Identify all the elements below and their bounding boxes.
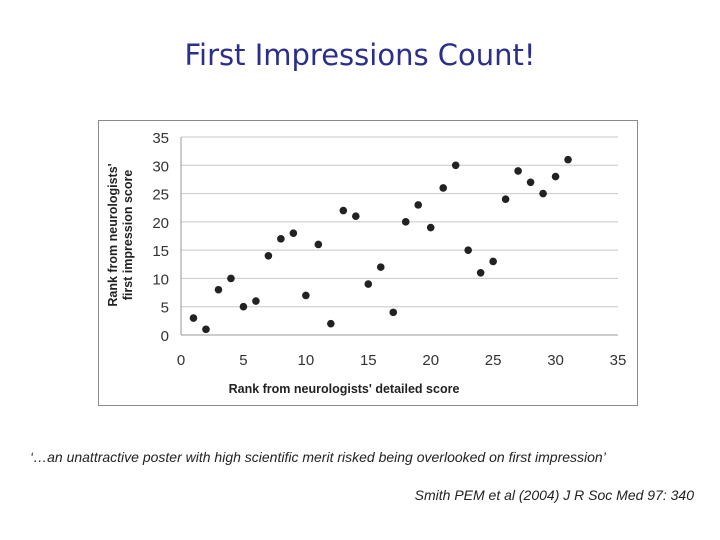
x-tick-label: 15 [360, 352, 377, 369]
data-point [451, 161, 460, 170]
scatter-chart: 0 5 10 15 20 25 30 35 0 5 10 15 20 25 30 35 Rank from … [106, 130, 627, 396]
y-tick-label: 20 [152, 215, 169, 232]
x-tick-label: 25 [485, 352, 502, 369]
data-point [501, 195, 510, 204]
data-point [439, 184, 448, 192]
x-tick-label: 20 [422, 352, 439, 369]
citation-text: Smith PEM et al (2004) J R Soc Med 97: 3… [414, 487, 694, 503]
data-point [202, 325, 210, 334]
y-axis-label-line-1: Rank from neurologists' [106, 163, 120, 306]
x-tick-label: 10 [298, 352, 315, 369]
data-point [551, 172, 560, 181]
data-point [302, 291, 310, 300]
y-tick-label: 0 [161, 328, 169, 345]
y-tick-label: 25 [152, 187, 169, 204]
data-point [352, 212, 360, 220]
y-tick-label: 30 [152, 158, 169, 175]
data-point [526, 178, 535, 187]
data-point [401, 218, 410, 226]
data-points [189, 155, 572, 334]
data-point [214, 285, 223, 294]
slide-title: First Impressions Count! [184, 38, 536, 72]
x-tick-labels: 0 5 10 15 20 25 30 35 [177, 352, 627, 369]
data-point [327, 319, 335, 328]
y-tick-label: 35 [152, 130, 169, 147]
data-point [489, 257, 497, 266]
x-tick-label: 35 [610, 352, 627, 369]
data-point [227, 274, 235, 283]
x-axis-label: Rank from neurologists' detailed score [229, 382, 460, 396]
x-tick-label: 30 [547, 352, 564, 369]
data-point [239, 302, 248, 311]
x-tick-label: 0 [177, 352, 185, 369]
data-point [476, 268, 485, 277]
y-tick-label: 5 [161, 300, 169, 317]
x-tick-label: 5 [239, 352, 247, 369]
data-point [389, 308, 398, 317]
axes [180, 137, 618, 336]
y-tick-label: 15 [152, 243, 169, 260]
data-point [376, 263, 385, 271]
y-axis-label-line-2: first impression score [121, 170, 135, 301]
data-point [264, 252, 273, 260]
data-point [289, 229, 298, 237]
data-point [414, 201, 423, 209]
data-point [364, 280, 373, 288]
data-point [426, 223, 435, 232]
data-point [189, 314, 198, 322]
gridlines [181, 136, 618, 308]
data-point [464, 246, 472, 254]
data-point [539, 189, 547, 198]
data-point [277, 235, 285, 243]
scatter-figure: 0 5 10 15 20 25 30 35 0 5 10 15 20 25 30 35 Rank from … [98, 120, 638, 406]
data-point [339, 206, 348, 215]
data-point [514, 167, 522, 175]
quote-text: ‘…an unattractive poster with high scien… [30, 449, 606, 465]
data-point [564, 155, 572, 164]
y-tick-label: 10 [152, 271, 169, 288]
y-tick-labels: 0 5 10 15 20 25 30 35 [152, 130, 169, 345]
data-point [314, 240, 323, 249]
data-point [252, 297, 260, 305]
